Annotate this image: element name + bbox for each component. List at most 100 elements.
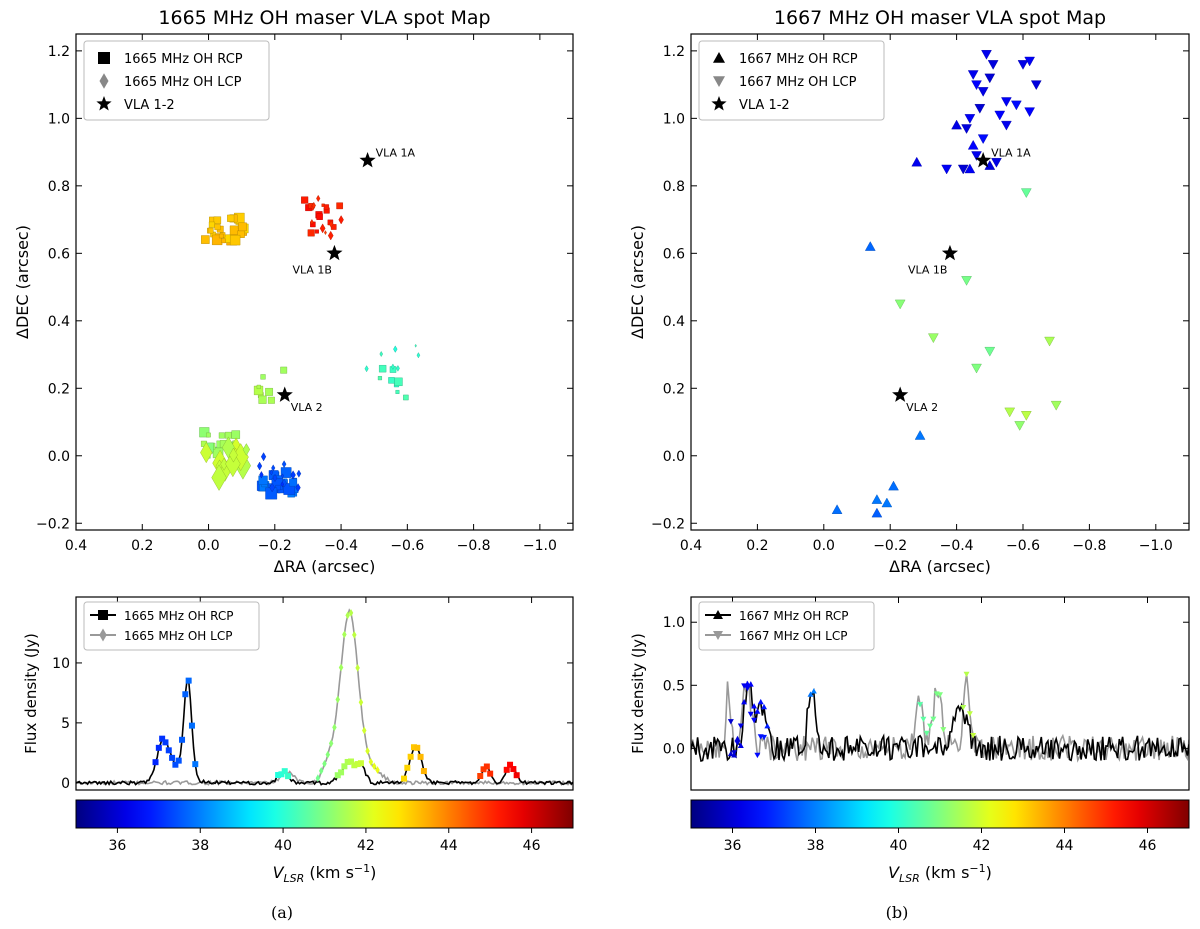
rcp-spectrum-marker (807, 691, 814, 697)
legend-box (698, 40, 885, 121)
maser-spot-rcp (280, 366, 288, 374)
y-tick-label: 1.0 (663, 111, 685, 127)
rcp-spectrum-marker (747, 681, 754, 687)
maser-spot-lcp (391, 363, 395, 370)
rcp-spectrum-marker (192, 761, 199, 768)
lcp-spectrum-marker (930, 716, 937, 723)
maser-spot-lcp (961, 276, 972, 286)
lcp-spectrum-marker (365, 747, 370, 755)
vla-source-marker (941, 244, 959, 261)
maser-spot-lcp (416, 352, 421, 359)
rcp-spectrum-marker (417, 753, 424, 760)
lcp-spectrum-marker (737, 723, 744, 729)
maser-spot-lcp (1020, 411, 1032, 421)
maser-spot-lcp (281, 460, 287, 469)
colorbar-gradient (75, 799, 574, 829)
lcp-spectrum-marker (358, 698, 364, 707)
rcp-spectrum-marker (420, 768, 427, 775)
legend-label: 1667 MHz OH LCP (739, 75, 857, 90)
x-tick-label: 0.2 (746, 538, 768, 554)
maser-spot-lcp (395, 365, 400, 372)
rcp-spectrum-marker (169, 754, 176, 761)
maser-spot-lcp (200, 441, 213, 464)
rcp-spectrum-marker (751, 703, 758, 709)
x-tick-label: −0.2 (258, 538, 292, 554)
rcp-spectrum-marker (741, 699, 748, 705)
lcp-spectrum-marker (727, 719, 734, 725)
maser-spot-lcp (984, 73, 996, 84)
x-tick-label: −0.8 (457, 538, 491, 554)
maser-spot-lcp (328, 220, 334, 229)
lcp-spectrum-marker (940, 727, 947, 733)
lcp-spectrum-marker (315, 774, 321, 783)
rcp-spectrum-marker (513, 772, 520, 779)
lcp-spectrum-marker (348, 608, 354, 617)
rcp-spectrum-marker (401, 775, 408, 782)
rcp-spectrum-marker (414, 744, 421, 751)
maser-spot-rcp (218, 233, 224, 239)
maser-spot-rcp (258, 395, 267, 404)
lcp-spectrum-marker (970, 733, 977, 739)
rcp-spectrum-marker (731, 752, 738, 758)
rcp-spectrum-marker (477, 773, 484, 780)
maser-spot-lcp (242, 443, 251, 456)
maser-spot-rcp (267, 396, 275, 404)
maser-spot-lcp (1024, 107, 1035, 118)
y-tick-label: −0.2 (36, 516, 70, 532)
maser-spot-rcp (888, 480, 899, 491)
rcp-spectrum-marker (185, 677, 192, 684)
lcp-spectrum-marker (734, 740, 741, 746)
lcp-spectrum-marker (761, 734, 768, 741)
maser-spot-lcp (928, 333, 939, 344)
y-tick-label: 1.2 (663, 44, 685, 60)
legend-label: VLA 1-2 (124, 98, 175, 113)
lcp-spectrum-marker (754, 752, 761, 759)
maser-spot-rcp (201, 235, 210, 244)
colorbar-b: 36 38 40 42 44 46 VLSR (km s−1) (690, 799, 1190, 885)
map-y-label: ΔDEC (arcsec) (628, 225, 647, 339)
maser-spot-rcp (394, 377, 403, 386)
spectrum-legend: 1665 MHz OH RCP 1665 MHz OH LCP (83, 601, 260, 651)
y-tick-label: 0.6 (663, 246, 685, 262)
maser-spot-lcp (991, 158, 1002, 168)
lcp-spectrum-marker (332, 723, 337, 732)
maser-spot-lcp (1050, 400, 1062, 411)
maser-spot-rcp (208, 221, 215, 228)
lcp-spectrum-marker (325, 750, 331, 759)
rcp-spectrum-marker (165, 747, 172, 754)
legend-box (83, 40, 270, 121)
rcp-spectrum-marker (503, 766, 510, 773)
maser-spot-lcp (971, 80, 982, 91)
maser-spot-lcp (272, 473, 278, 483)
maser-spot-lcp (393, 345, 398, 353)
colorbar-tick-label: 42 (357, 838, 375, 854)
maser-spot-lcp (957, 164, 969, 175)
maser-spot-rcp (214, 223, 221, 231)
map-title: 1665 MHz OH maser VLA spot Map (158, 7, 490, 29)
maser-spot-lcp (259, 471, 264, 479)
maser-spot-lcp (281, 473, 284, 479)
colorbar-label: VLSR (km s−1) (888, 862, 992, 885)
vla-source-label: VLA 2 (291, 401, 323, 414)
maser-spot-lcp (971, 151, 982, 161)
colorbar-tick-label: 44 (1056, 838, 1074, 854)
maser-spot-rcp (225, 431, 232, 439)
maser-spot-lcp (1017, 60, 1029, 70)
maser-spot-rcp (951, 119, 962, 130)
maser-spot-rcp (256, 384, 261, 389)
colorbar-gradient (690, 799, 1190, 829)
maser-spot-lcp (967, 70, 979, 80)
map-frame (690, 33, 1190, 531)
maser-spot-lcp (1030, 80, 1042, 91)
maser-spot-lcp (1011, 100, 1022, 111)
map-x-label: ΔRA (arcsec) (889, 557, 991, 576)
y-tick-label: 0.5 (663, 678, 685, 694)
maser-spot-lcp (311, 201, 316, 210)
rcp-spectrum-marker (764, 722, 771, 729)
vla-source-label: VLA 1A (991, 147, 1031, 160)
colorbar-tick-label: 40 (274, 838, 292, 854)
maser-spot-rcp (323, 204, 330, 210)
rcp-spectrum-marker (727, 750, 734, 757)
maser-spot-lcp (280, 481, 284, 488)
spectrum-lines (691, 671, 1189, 763)
